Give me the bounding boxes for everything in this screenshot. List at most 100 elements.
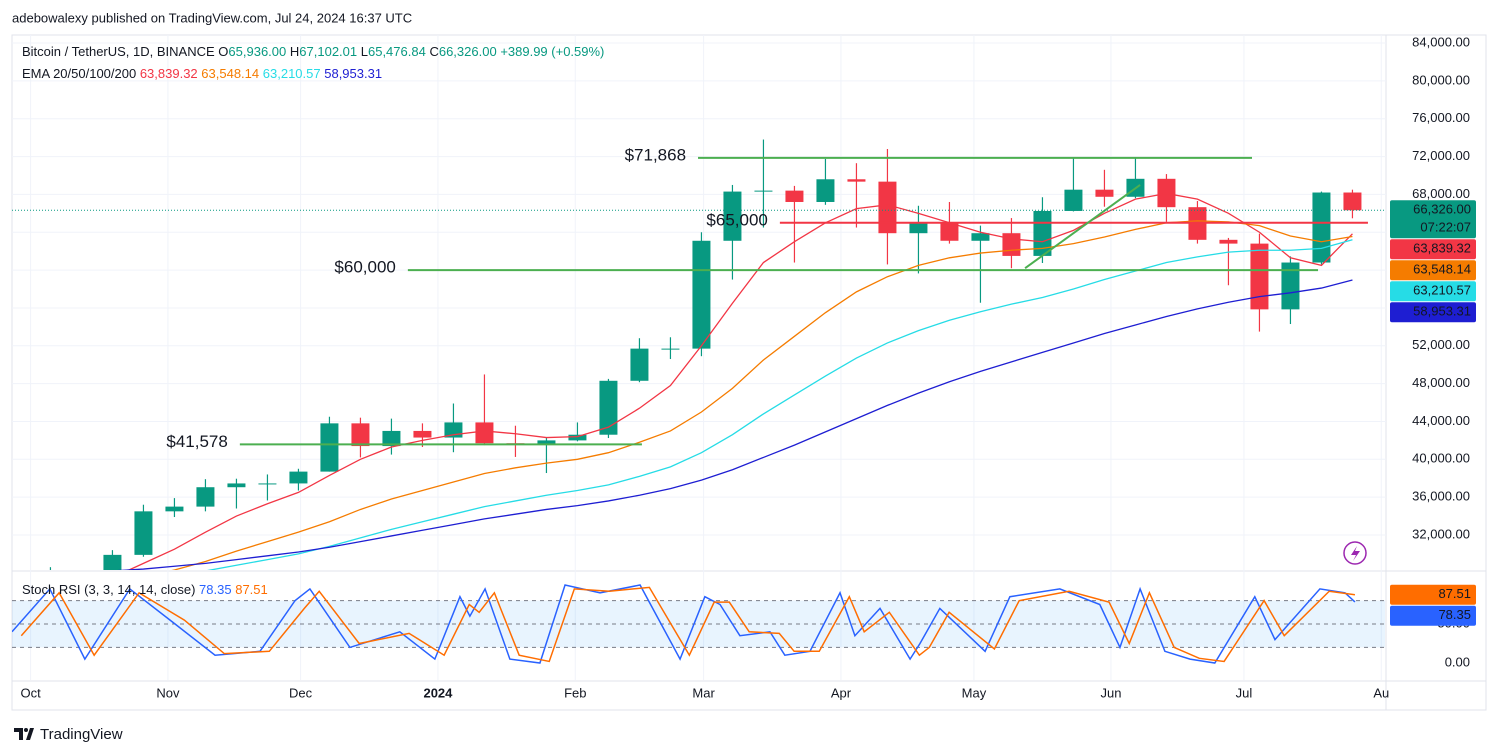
x-tick-label: Feb [564,685,586,700]
candle-body [754,190,773,192]
ema-value: 63,839.32 [140,66,198,81]
candle-body [847,179,866,182]
y-tick-label: 40,000.00 [1412,451,1470,466]
ema-value: 63,548.14 [201,66,259,81]
candle-body [413,430,432,438]
level-label: $60,000 [334,258,395,277]
ohlc-prefix: C [429,44,438,59]
candle-body [72,574,90,581]
candle-body [320,423,339,472]
candle-body [1250,243,1269,310]
stoch-d-value: 87.51 [235,582,268,597]
level-label: $41,578 [166,432,227,451]
lightning-icon[interactable] [1343,541,1367,565]
candle-body [1281,262,1300,310]
stoch-k-badge-value: 78.35 [1438,607,1471,622]
y-tick-label: 72,000.00 [1412,148,1470,163]
lightning-glyph [1351,546,1360,561]
x-tick-label: May [962,685,987,700]
symbol-name: Bitcoin / TetherUS, 1D, BINANCE [22,44,215,59]
stoch-k-badge [1390,605,1476,626]
candle-body [289,471,308,484]
ema-legend: EMA 20/50/100/200 63,839.32 63,548.14 63… [22,66,382,81]
ema-badge-value: 63,210.57 [1413,283,1471,298]
logo-dot [24,728,28,732]
candle-body [1002,233,1021,256]
x-tick-label: Dec [289,685,313,700]
ema-badge-value: 63,839.32 [1413,241,1471,256]
logo-text: TradingView [40,726,123,743]
ema-badge [1390,239,1476,260]
stoch-band [12,600,1385,648]
candle-body [630,348,649,381]
ema-badge [1390,281,1476,302]
ema-line [171,220,1353,570]
stoch-k-line [12,584,1356,664]
ohlc-value: 67,102.01 [299,44,357,59]
candle-body [878,181,897,234]
stoch-d-badge-value: 87.51 [1438,586,1471,601]
candle-body [165,506,184,512]
candle-body [568,434,587,441]
y-tick-label: 44,000.00 [1412,413,1470,428]
ema-line [127,192,1353,570]
candle-body [41,574,59,583]
ohlc-prefix: H [290,44,299,59]
symbol-legend: Bitcoin / TetherUS, 1D, BINANCE O65,936.… [22,44,604,59]
countdown: 07:22:07 [1420,220,1471,235]
stoch-d-line [20,586,1356,663]
x-tick-label: Au [1373,685,1389,700]
y-tick-label: 84,000.00 [1412,34,1470,49]
candle-body [103,554,122,570]
level-label: $71,868 [625,145,686,164]
stoch-d-badge [1390,584,1476,605]
ema-line [117,279,1353,570]
stoch-tick-label: 0.00 [1445,654,1470,669]
ohlc-value: 66,326.00 [439,44,497,59]
candle-body [971,233,990,241]
candle-body [785,190,804,202]
ohlc-prefix: O [218,44,228,59]
candle-body [1343,192,1362,211]
ema-name: EMA 20/50/100/200 [22,66,136,81]
trend-line [1024,184,1141,270]
ohlc-value: 65,476.84 [368,44,426,59]
logo-mark [14,728,34,740]
ohlc-prefix: L [361,44,368,59]
y-tick-label: 52,000.00 [1412,337,1470,352]
x-tick-label: Mar [692,685,715,700]
candle-body [599,380,618,435]
ema-badge-value: 63,548.14 [1413,262,1471,277]
candle-body [227,483,246,488]
candle-body [816,179,835,202]
publisher-header: adebowalexy published on TradingView.com… [12,10,412,25]
x-tick-label: 2024 [423,685,453,700]
candle-body [940,223,959,241]
candle-body [1095,189,1114,197]
ema-badge [1390,260,1476,281]
candle-body [1312,192,1331,263]
y-tick-label: 68,000.00 [1412,186,1470,201]
candle-body [1064,189,1083,211]
y-tick-label: 76,000.00 [1412,110,1470,125]
candle-body [909,223,928,234]
candle-body [692,240,711,349]
change-value: +389.99 (+0.59%) [500,44,604,59]
y-tick-label: 36,000.00 [1412,489,1470,504]
candle-body [723,191,742,241]
candle-body [1219,239,1238,244]
candle-body [537,440,556,445]
stoch-legend: Stoch RSI (3, 3, 14, 14, close) 78.35 87… [22,582,268,597]
candle-body [351,423,370,447]
candle-body [661,348,680,350]
price-badge-value: 66,326.00 [1413,202,1471,217]
price-badge [1390,200,1476,239]
ema-value: 58,953.31 [324,66,382,81]
tradingview-logo[interactable]: TradingView [14,726,123,743]
candle-body [382,430,401,447]
x-tick-label: Apr [831,685,852,700]
level-label: $65,000 [706,210,767,229]
ema-badge [1390,302,1476,323]
x-tick-label: Nov [156,685,180,700]
